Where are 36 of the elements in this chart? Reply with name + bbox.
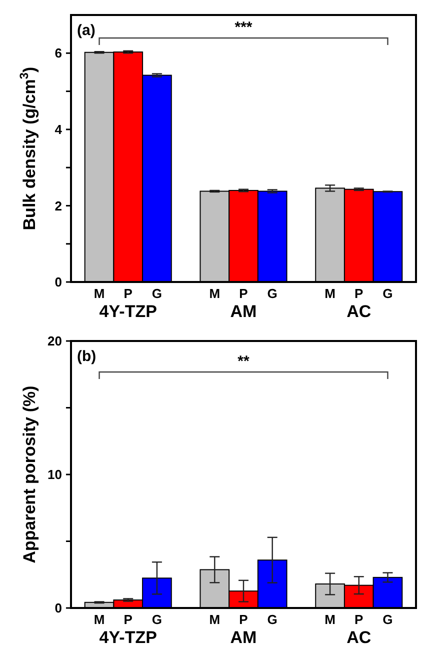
y-tick-label: 4 [54,122,63,137]
series-label: P [124,286,133,301]
text: (b) [77,348,96,365]
text: M [209,286,220,301]
series-label: G [152,612,162,627]
text: P [354,286,364,301]
series-label: M [94,612,105,627]
text: P [354,612,364,627]
series-label: M [94,286,105,301]
text: (a) [77,22,96,39]
text: P [239,612,248,627]
y-tick-label: 20 [48,334,62,349]
text: M [324,612,336,627]
series-label: G [152,286,162,301]
text: P [239,286,248,301]
y-tick-label: 6 [54,46,62,61]
text: G [267,286,278,301]
x-tick-label: 4Y-TZP [99,302,157,321]
x-tick-label: AC [346,302,372,321]
annotation: ** [238,353,250,370]
text: M [209,612,220,627]
y-tick-label: 2 [54,198,62,214]
text: G [267,612,278,627]
x-tick-label: AC [346,628,372,647]
x-tick-label: AM [230,628,257,647]
text: M [324,286,336,301]
text: G [382,612,393,627]
text: G [382,286,393,301]
x-tick-label: 4Y-TZP [99,628,157,647]
series-label: P [124,612,133,627]
y-tick-label: 10 [48,467,62,482]
y-tick-label: 0 [54,600,62,616]
y-axis-title: Apparent porosity (%) [20,386,39,564]
y-tick-label: 0 [54,274,62,290]
annotation: *** [234,19,252,36]
x-tick-label: AM [230,302,257,321]
